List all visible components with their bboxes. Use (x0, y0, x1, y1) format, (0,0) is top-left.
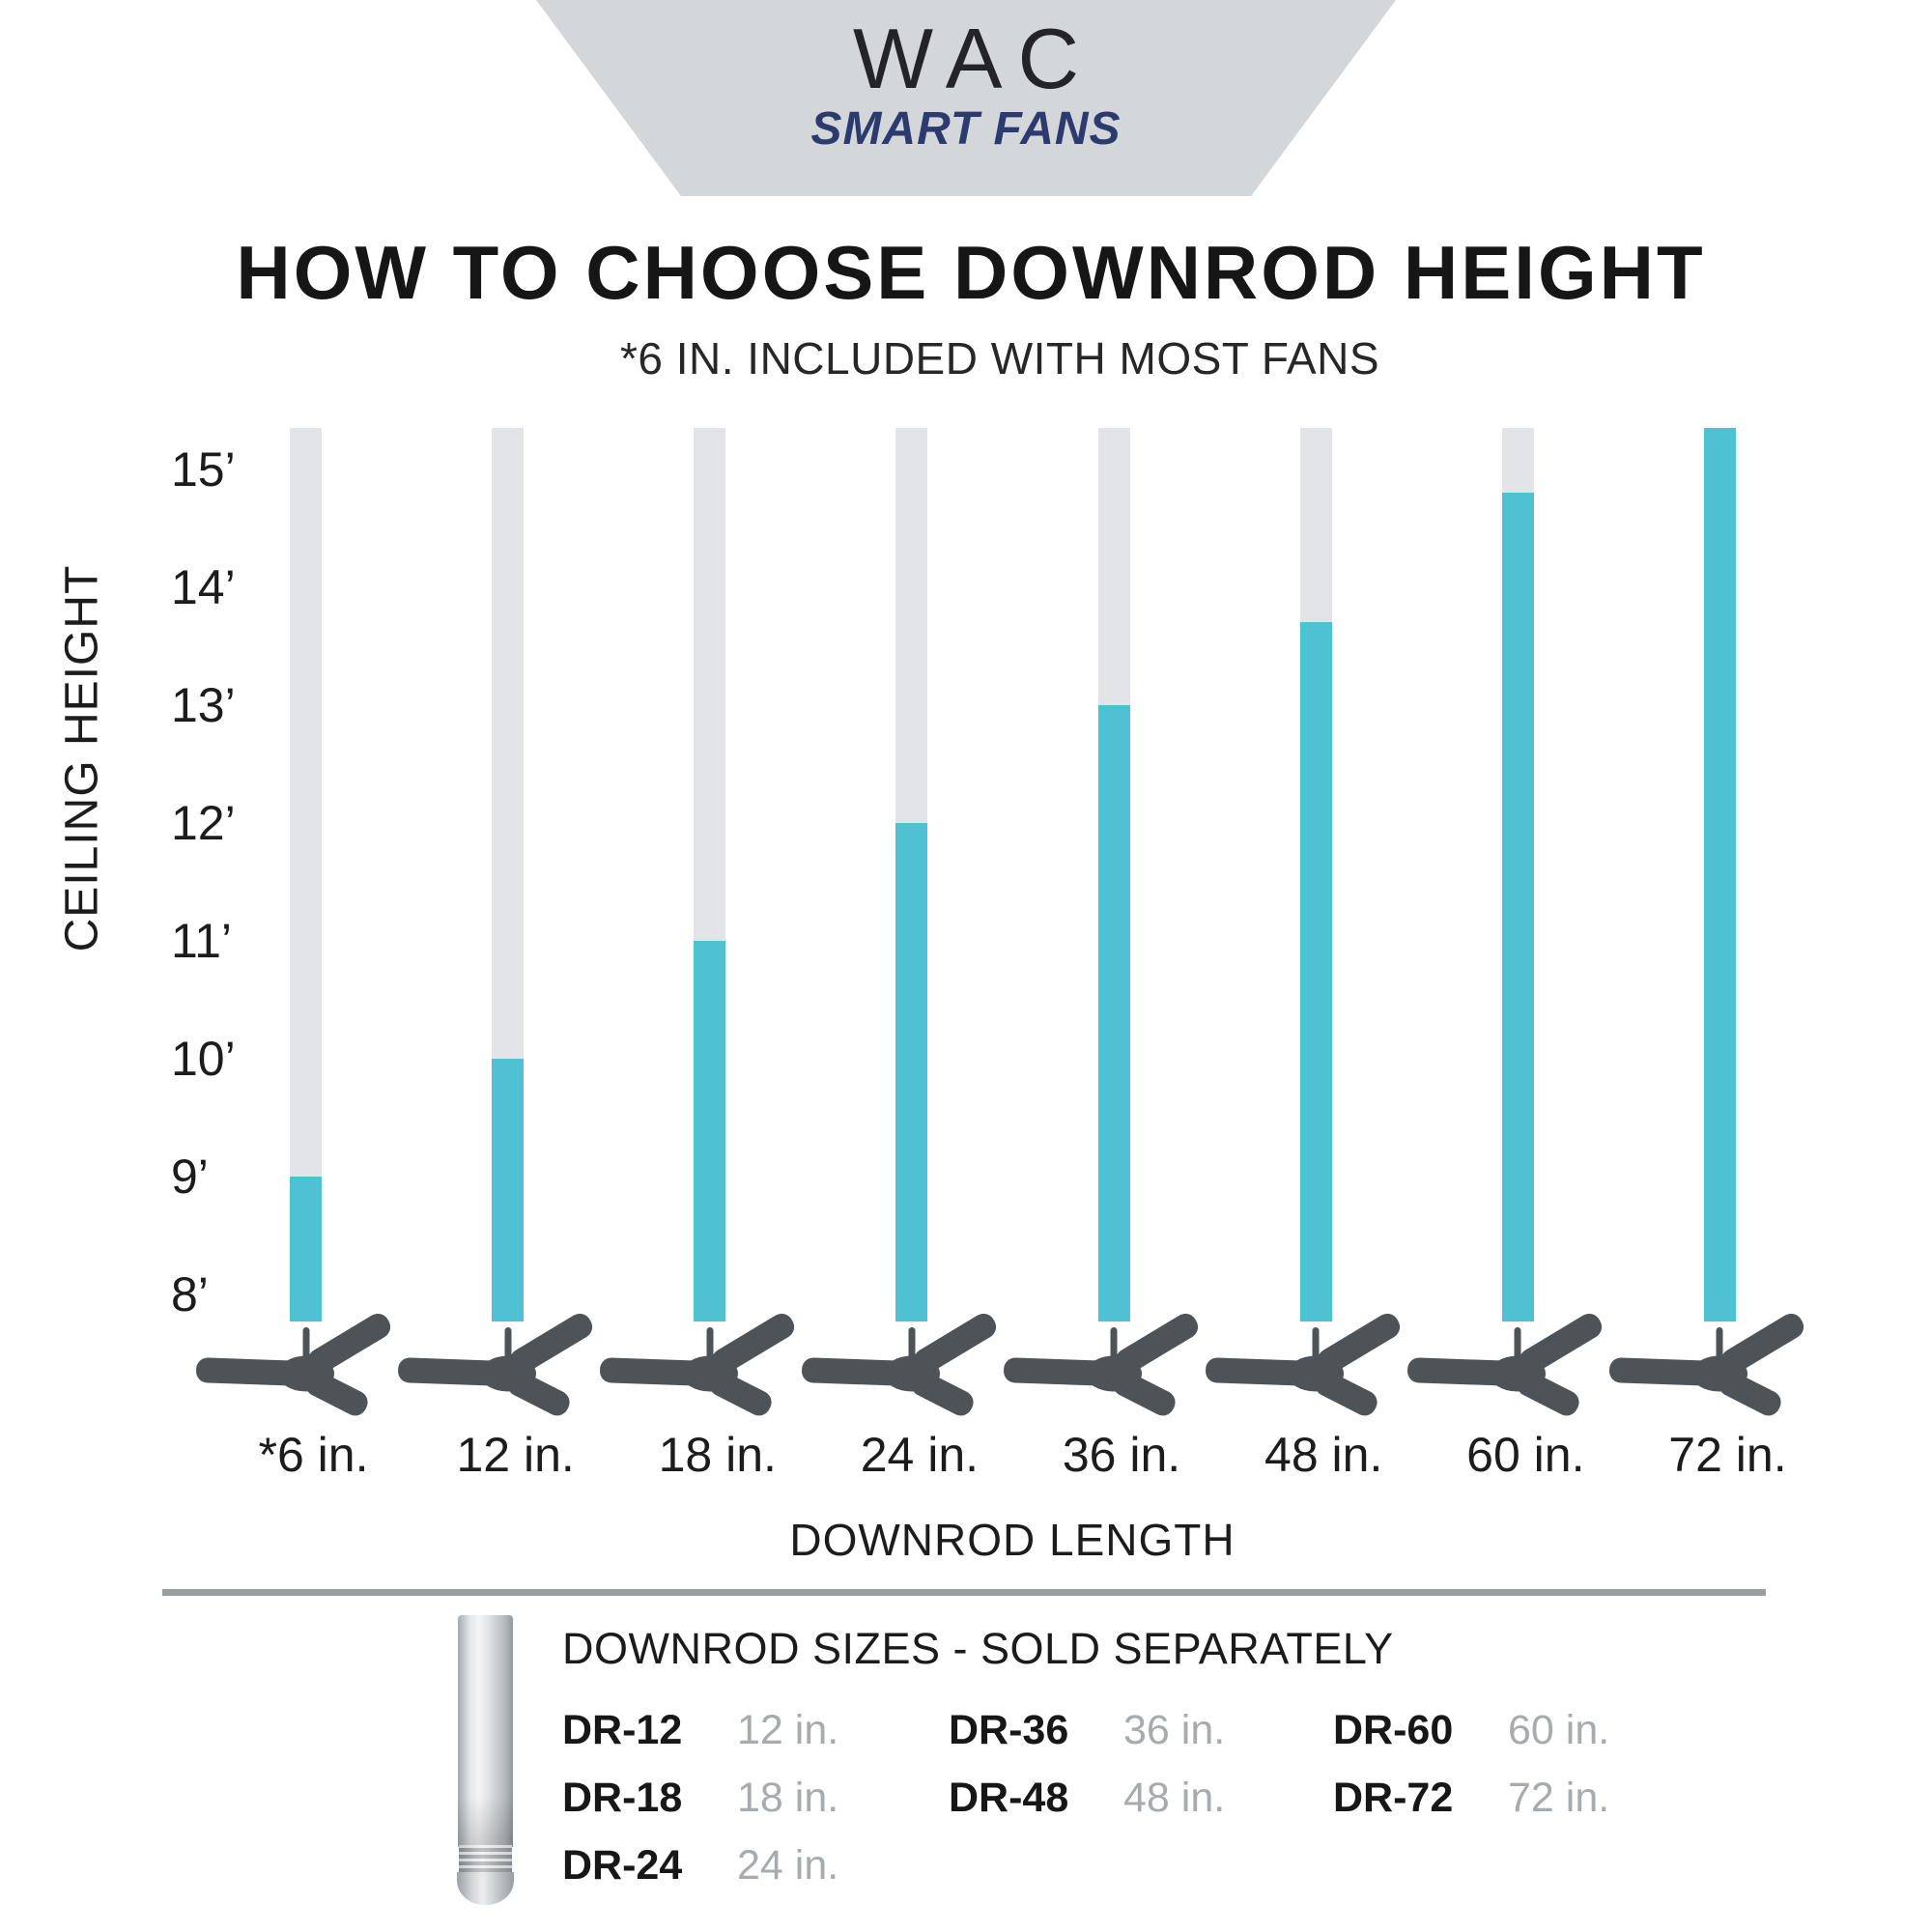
x-category-label: 48 in. (1264, 1428, 1383, 1482)
ceiling-coverage-fill (895, 823, 928, 1321)
ceiling-fan-icon (1206, 1314, 1401, 1416)
x-category-label: 24 in. (860, 1428, 980, 1482)
ceiling-coverage-fill (290, 1177, 322, 1321)
downrod-track-bar (1097, 428, 1130, 1321)
ceiling-fan-icon (599, 1314, 794, 1416)
downrod-size-row: DR-18 18 in. (562, 1764, 838, 1832)
downrod-track-bar (694, 428, 726, 1321)
ceiling-fan-icon (1407, 1314, 1603, 1416)
x-category-label: 12 in. (456, 1428, 575, 1482)
ceiling-fan-icon (801, 1314, 996, 1416)
downrod-size: 72 in. (1508, 1775, 1610, 1821)
y-tick-label: 11’ (171, 914, 233, 968)
downrod-sizes-title: DOWNROD SIZES - SOLD SEPARATELY (562, 1624, 1394, 1673)
ceiling-coverage-fill (492, 1059, 525, 1321)
downrod-size: 18 in. (737, 1775, 839, 1821)
ceiling-fan-icon (1004, 1314, 1199, 1416)
ceiling-coverage-fill (1501, 493, 1534, 1321)
downrod-size-row: DR-48 48 in. (949, 1764, 1225, 1832)
downrod-track-bar (895, 428, 928, 1321)
ceiling-fan-icon (397, 1314, 592, 1416)
downrod-code: DR-12 (562, 1707, 683, 1753)
downrod-code: DR-60 (1333, 1707, 1454, 1753)
downrod-code: DR-24 (562, 1842, 683, 1889)
x-category-label: 72 in. (1668, 1428, 1787, 1482)
downrod-track-bar (1299, 428, 1332, 1321)
y-tick-label: 12’ (171, 796, 236, 850)
downrod-code: DR-18 (562, 1775, 683, 1821)
downrod-size-row: DR-36 36 in. (949, 1696, 1225, 1764)
downrod-code: DR-72 (1333, 1775, 1454, 1821)
downrod-code: DR-36 (949, 1707, 1069, 1753)
downrod-coupler (459, 1845, 512, 1874)
downrod-size-row: DR-60 60 in. (1333, 1696, 1609, 1764)
section-divider (162, 1589, 1766, 1596)
downrod-size-row: DR-24 24 in. (562, 1832, 838, 1899)
downrod-track-bar (492, 428, 525, 1321)
y-tick-label: 8’ (171, 1267, 209, 1321)
x-category-label: 18 in. (658, 1428, 777, 1482)
downrod-size: 60 in. (1508, 1707, 1610, 1753)
ceiling-coverage-fill (694, 941, 726, 1321)
downrod-track-bar (1703, 428, 1736, 1321)
brand-tagline: SMART FANS (810, 103, 1122, 155)
x-category-label: *6 in. (258, 1428, 369, 1482)
downrod-end-cap (457, 1872, 514, 1905)
downrod-size: 36 in. (1123, 1707, 1226, 1753)
downrod-size-row: DR-72 72 in. (1333, 1764, 1609, 1832)
page-title: HOW TO CHOOSE DOWNROD HEIGHT (236, 230, 1706, 315)
downrod-shaft (458, 1615, 513, 1847)
x-axis-title: DOWNROD LENGTH (789, 1515, 1236, 1565)
downrod-code: DR-48 (949, 1775, 1069, 1821)
y-axis-title: CEILING HEIGHT (56, 564, 108, 952)
downrod-size: 24 in. (737, 1842, 839, 1889)
wac-logo: WAC (852, 11, 1095, 106)
y-tick-label: 14’ (171, 560, 236, 614)
ceiling-coverage-fill (1703, 428, 1736, 1321)
x-category-label: 60 in. (1466, 1428, 1585, 1482)
ceiling-fan-icon (1609, 1314, 1804, 1416)
brand-banner: WAC SMART FANS (536, 0, 1396, 196)
ceiling-coverage-fill (1097, 705, 1130, 1321)
downrod-track-bar (290, 428, 322, 1321)
downrod-size-row: DR-12 12 in. (562, 1696, 838, 1764)
y-tick-label: 15’ (171, 442, 236, 497)
downrod-image (457, 1615, 514, 1905)
ceiling-fan-icon (195, 1314, 390, 1416)
y-tick-label: 10’ (171, 1032, 236, 1086)
page-subtitle: *6 IN. INCLUDED WITH MOST FANS (619, 333, 1380, 384)
title-block: HOW TO CHOOSE DOWNROD HEIGHT *6 IN. INCL… (0, 232, 1932, 383)
y-tick-label: 9’ (171, 1150, 209, 1204)
ceiling-coverage-fill (1299, 622, 1332, 1321)
x-category-label: 36 in. (1062, 1428, 1181, 1482)
y-tick-label: 13’ (171, 678, 236, 732)
downrod-size: 12 in. (737, 1707, 839, 1753)
downrod-size: 48 in. (1123, 1775, 1226, 1821)
downrod-track-bar (1501, 428, 1534, 1321)
